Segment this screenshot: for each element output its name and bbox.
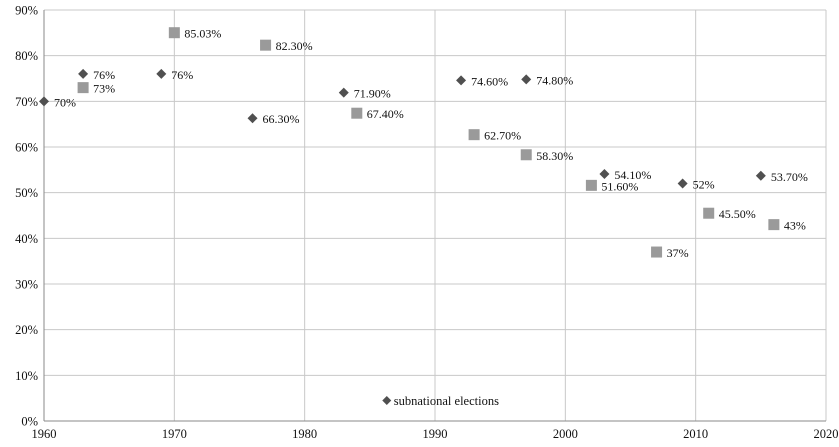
square-point (768, 219, 780, 231)
diamond-point (521, 74, 532, 85)
y-tick-label: 10% (15, 369, 38, 383)
y-tick-label: 0% (21, 415, 38, 429)
data-label: 70% (54, 95, 76, 109)
diamond-point (247, 113, 258, 124)
x-tick-label: 2000 (553, 427, 578, 441)
diamond-point (677, 178, 688, 189)
square-point (260, 39, 272, 51)
x-tick-label: 1990 (423, 427, 448, 441)
data-label: 74.80% (536, 73, 573, 87)
data-label: 45.50% (719, 207, 756, 221)
x-tick-label: 2010 (683, 427, 708, 441)
data-label: 85.03% (184, 27, 221, 41)
y-tick-label: 80% (15, 49, 38, 63)
square-point (168, 27, 180, 39)
y-tick-label: 90% (15, 4, 38, 18)
diamond-point (456, 75, 467, 86)
square-point (351, 107, 363, 119)
data-label: 82.30% (276, 39, 313, 53)
legend: subnational elections (382, 394, 499, 408)
y-tick-label: 40% (15, 232, 38, 246)
data-marks (39, 27, 780, 258)
x-tick-label: 1970 (162, 427, 187, 441)
y-tick-label: 60% (15, 141, 38, 155)
y-tick-label: 30% (15, 278, 38, 292)
x-tick-label: 1960 (32, 427, 57, 441)
data-label: 54.10% (614, 168, 651, 182)
legend-label: subnational elections (394, 394, 499, 408)
square-point (585, 179, 597, 191)
data-label: 53.70% (771, 170, 808, 184)
square-point (651, 246, 663, 258)
diamond-point (39, 96, 49, 107)
data-label: 37% (667, 246, 689, 260)
diamond-point (599, 168, 610, 179)
diamond-point (755, 170, 766, 181)
diamond-point (78, 68, 89, 79)
data-label: 73% (93, 82, 115, 96)
diamond-point (338, 87, 349, 98)
data-label: 76% (93, 68, 115, 82)
data-label: 76% (171, 68, 193, 82)
data-label: 52% (693, 178, 715, 192)
y-tick-labels: 0% 10% 20% 30% 40% 50% 60% 70% 80% 90% (15, 4, 38, 429)
y-tick-label: 20% (15, 323, 38, 337)
y-tick-label: 50% (15, 186, 38, 200)
data-label: 71.90% (354, 87, 391, 101)
x-tick-label: 2020 (814, 427, 839, 441)
data-label: 62.70% (484, 129, 521, 143)
legend-marker-diamond (382, 395, 392, 405)
diamond-point (156, 68, 167, 79)
data-label: 43% (784, 219, 806, 233)
square-point (77, 82, 89, 94)
x-tick-labels: 1960 1970 1980 1990 2000 2010 2020 (32, 427, 839, 441)
data-label: 66.30% (263, 112, 300, 126)
data-label: 67.40% (367, 107, 404, 121)
data-labels: 70%76% 76%66.30%71.90%74.60% 74.80%54.10%5… (54, 27, 808, 260)
x-tick-label: 1980 (292, 427, 317, 441)
y-tick-label: 70% (15, 95, 38, 109)
square-point (468, 129, 480, 141)
axes (43, 10, 826, 422)
data-label: 51.60% (601, 179, 638, 193)
square-point (703, 207, 715, 219)
data-label: 74.60% (471, 74, 508, 88)
data-label: 58.30% (536, 149, 573, 163)
square-point (520, 149, 532, 161)
